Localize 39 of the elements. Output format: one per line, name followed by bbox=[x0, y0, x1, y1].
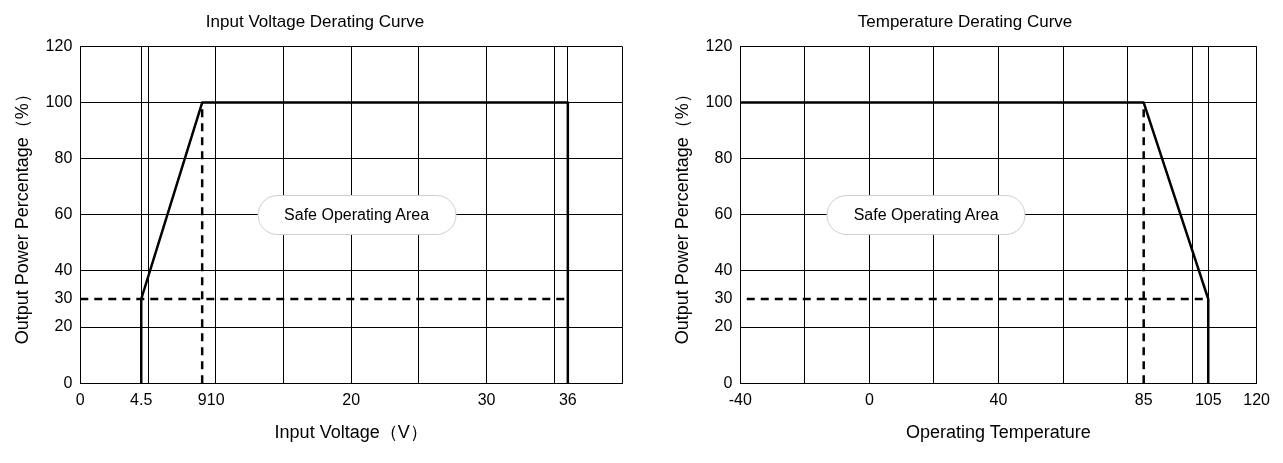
y-tick-label: 80 bbox=[714, 149, 733, 167]
y-tick-label: 100 bbox=[705, 92, 733, 110]
y-tick-label: 40 bbox=[54, 261, 73, 279]
y-tick-label: 80 bbox=[54, 149, 73, 167]
y-tick-label: 100 bbox=[45, 92, 73, 110]
y-tick-label: 120 bbox=[45, 36, 73, 54]
y-tick-label: 30 bbox=[54, 289, 73, 307]
x-tick-label: -40 bbox=[728, 391, 752, 409]
rounded-frame: Safe Operating Area bbox=[826, 194, 1026, 235]
x-tick-label: 10 bbox=[206, 391, 225, 409]
y-tick-label: 30 bbox=[714, 289, 733, 307]
x-tick-label: 40 bbox=[989, 391, 1008, 409]
y-tick-label: 20 bbox=[54, 317, 73, 335]
x-tick-label: 30 bbox=[477, 391, 496, 409]
chart-title: Input Voltage Derating Curve bbox=[205, 11, 425, 31]
y-tick-label: 60 bbox=[714, 205, 733, 223]
x-tick-label: 85 bbox=[1134, 391, 1153, 409]
y-tick-label: 60 bbox=[54, 205, 73, 223]
x-tick-label: 0 bbox=[75, 391, 85, 409]
y-tick-label: 120 bbox=[705, 36, 733, 54]
annotation: Safe Operating Area bbox=[284, 205, 430, 223]
x-axis-title: Input Voltage（V） bbox=[274, 422, 428, 443]
chart-title: Temperature Derating Curve bbox=[857, 11, 1073, 31]
rounded-frame: Safe Operating Area bbox=[257, 194, 457, 235]
y-axis-title: Output Power Percentage（%） bbox=[11, 85, 32, 345]
annotation: Safe Operating Area bbox=[853, 205, 999, 223]
x-tick-label: 0 bbox=[864, 391, 874, 409]
x-tick-label: 36 bbox=[558, 391, 577, 409]
x-tick-label: 105 bbox=[1194, 391, 1222, 409]
y-tick-label: 0 bbox=[63, 373, 73, 391]
x-tick-label: 4.5 bbox=[130, 391, 153, 409]
y-tick-label: 0 bbox=[723, 373, 733, 391]
x-axis-title: Operating Temperature bbox=[906, 422, 1091, 443]
y-tick-label: 20 bbox=[714, 317, 733, 335]
x-tick-label: 20 bbox=[342, 391, 361, 409]
x-tick-label: 120 bbox=[1243, 391, 1271, 409]
y-axis-title: Output Power Percentage（%） bbox=[671, 85, 692, 345]
x-tick-label: 9 bbox=[197, 391, 207, 409]
y-tick-label: 40 bbox=[714, 261, 733, 279]
